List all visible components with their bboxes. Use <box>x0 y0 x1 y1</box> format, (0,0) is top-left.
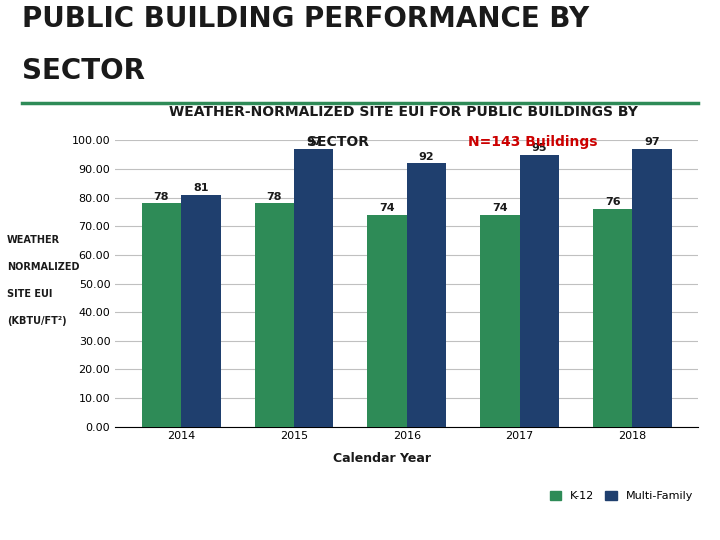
Text: SECTOR: SECTOR <box>22 57 145 85</box>
Bar <box>181 195 220 427</box>
Text: 76: 76 <box>605 198 621 207</box>
Text: 92: 92 <box>419 152 434 161</box>
Text: 74: 74 <box>492 203 508 213</box>
Bar <box>593 209 632 427</box>
Text: WEATHER-NORMALIZED SITE EUI FOR PUBLIC BUILDINGS BY: WEATHER-NORMALIZED SITE EUI FOR PUBLIC B… <box>168 105 638 119</box>
Text: 81: 81 <box>193 183 209 193</box>
Text: ★: ★ <box>695 503 702 512</box>
Text: 97: 97 <box>306 137 322 147</box>
Text: 78: 78 <box>266 192 282 201</box>
Bar <box>632 149 672 427</box>
Text: ★: ★ <box>666 503 673 512</box>
Bar <box>294 149 333 427</box>
Text: @DOEE_DC: @DOEE_DC <box>576 511 661 525</box>
Text: SECTOR: SECTOR <box>307 135 369 149</box>
Bar <box>520 154 559 427</box>
Text: 78: 78 <box>153 192 169 201</box>
Bar <box>367 215 407 427</box>
Text: 74: 74 <box>379 203 395 213</box>
Text: 97: 97 <box>644 137 660 147</box>
Text: 95: 95 <box>531 143 547 153</box>
Text: PUBLIC BUILDING PERFORMANCE BY: PUBLIC BUILDING PERFORMANCE BY <box>22 5 589 33</box>
Bar <box>480 215 520 427</box>
Bar <box>407 163 446 427</box>
Text: N=143 Buildings: N=143 Buildings <box>468 135 598 149</box>
Text: (KBTU/FT²): (KBTU/FT²) <box>7 316 67 326</box>
Text: NORMALIZED: NORMALIZED <box>7 262 80 272</box>
Bar <box>142 204 181 427</box>
Text: Calendar Year: Calendar Year <box>333 453 431 465</box>
Text: Data received from DOEE's Energy Administration: Data received from DOEE's Energy Adminis… <box>14 514 309 523</box>
Legend: K-12, Multi-Family: K-12, Multi-Family <box>550 491 693 501</box>
Text: ★: ★ <box>680 503 688 512</box>
Text: SITE EUI: SITE EUI <box>7 289 53 299</box>
Bar <box>254 204 294 427</box>
Text: WEATHER: WEATHER <box>7 235 60 245</box>
